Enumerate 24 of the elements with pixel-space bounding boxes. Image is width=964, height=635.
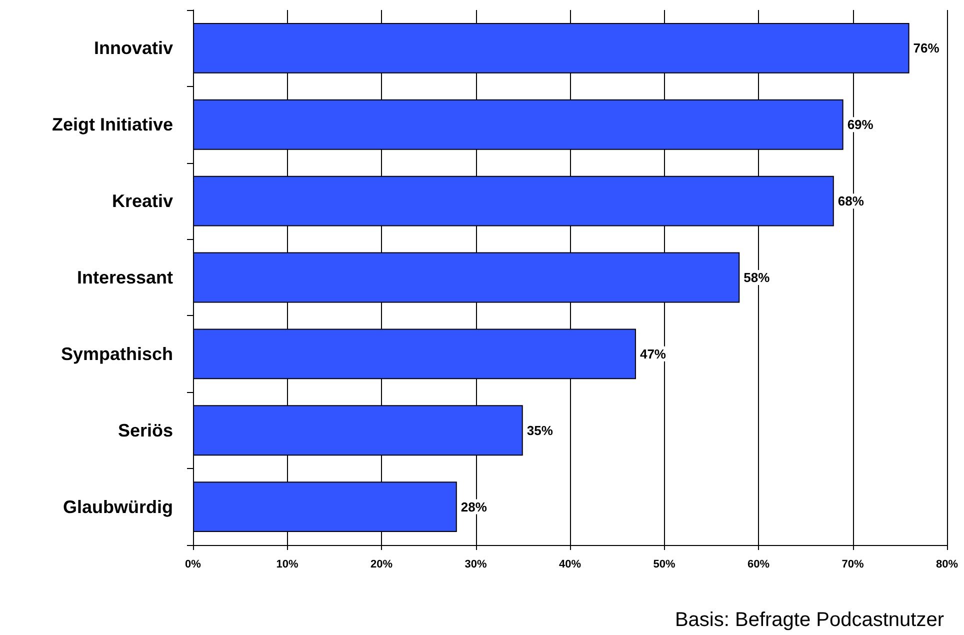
x-tick-label: 40% xyxy=(558,558,582,570)
y-tick-label: Innovativ xyxy=(94,38,173,58)
x-tick-label: 10% xyxy=(276,558,298,570)
data-label: 47% xyxy=(640,346,666,362)
data-label: 68% xyxy=(838,194,864,209)
y-tick-label: Interessant xyxy=(76,268,173,288)
x-tick-label: 50% xyxy=(653,558,676,570)
x-tick-label: 20% xyxy=(370,558,393,570)
data-label: 28% xyxy=(460,499,488,514)
y-tick-label: Zeigt Initiative xyxy=(52,114,173,135)
y-tick-label: Glaubwürdig xyxy=(63,496,173,517)
x-tick-label: 0% xyxy=(185,558,202,570)
y-tick-label: Sympathisch xyxy=(60,344,173,364)
data-label: 69% xyxy=(847,117,874,132)
y-tick-label: Kreativ xyxy=(112,191,173,212)
data-label: 58% xyxy=(744,270,770,285)
y-tick-label: Seriös xyxy=(118,420,173,440)
x-tick-label: 60% xyxy=(747,558,770,570)
x-tick-label: 70% xyxy=(842,558,864,570)
data-label: 76% xyxy=(913,40,940,56)
data-label: 35% xyxy=(526,422,554,438)
text: Basis: Befragte Podcastnutzer xyxy=(674,609,944,631)
x-tick-label: 80% xyxy=(936,558,958,570)
x-tick-label: 30% xyxy=(464,558,487,570)
